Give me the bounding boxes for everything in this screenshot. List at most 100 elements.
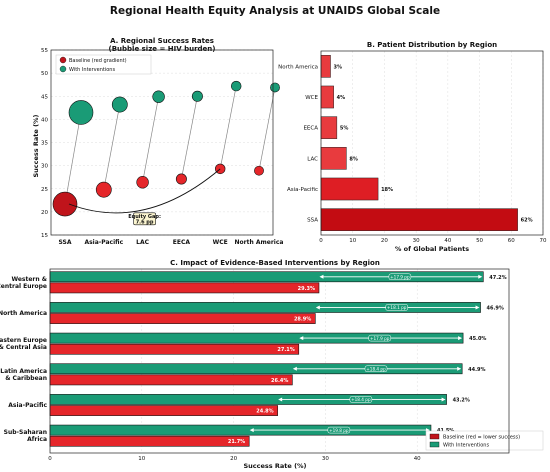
- panel-a-points: [52, 80, 280, 217]
- b-bar-asia-pacific: [320, 177, 379, 201]
- a-baseline-point-eeca: [175, 173, 187, 185]
- c-baseline-label-western-central-europe: 29.3%: [298, 286, 315, 292]
- legend-c-baseline-label: Baseline (red = lower success): [443, 435, 520, 441]
- equity-gap-box: [133, 212, 156, 226]
- panel-a-legend-box: [55, 54, 152, 75]
- c-baseline-bar-latin-america-caribbean: [49, 374, 293, 386]
- panel-b-xlabel: % of Global Patients: [395, 245, 469, 253]
- a-intervention-point-ssa: [68, 100, 94, 125]
- figure-title: Regional Health Equity Analysis at UNAID…: [110, 5, 440, 17]
- c-gain-arrowhead-left-sub-saharan-africa: [249, 428, 254, 433]
- c-gain-badge-western-central-europe: [388, 273, 412, 281]
- panel-a-legend: Baseline (red gradient) With Interventio…: [55, 54, 152, 75]
- panel-b-title: B. Patient Distribution by Region: [367, 41, 497, 49]
- panel-c-ticks: 0 10 20 30 40 Western & Central Europe North Am…: [0, 276, 421, 462]
- a-intervention-point-lac: [152, 90, 165, 103]
- panel-b-patient-distribution: B. Patient Distribution by Region % of G…: [278, 41, 547, 253]
- c-baseline-label-asia-pacific: 24.8%: [256, 409, 273, 415]
- c-gain-badge-asia-pacific: [349, 396, 373, 403]
- c-intervention-label-western-central-europe: 47.2%: [489, 275, 506, 281]
- b-ytick-lac: LAC: [307, 156, 318, 162]
- c-gain-badge-latin-america-caribbean: [364, 365, 388, 373]
- panel-a-title: A. Regional Success Rates: [110, 37, 214, 45]
- a-connector-lac: [142, 96, 159, 183]
- a-ytick-40: 40: [41, 117, 48, 123]
- c-gain-badge-sub-saharan-africa: [327, 426, 351, 434]
- a-ytick-45: 45: [41, 94, 48, 100]
- c-baseline-label-north-america: 28.9%: [294, 317, 311, 323]
- a-connector-north-america: [258, 87, 276, 171]
- b-value-label-lac: 8%: [349, 156, 358, 162]
- c-gain-arrowhead-left-western-central-europe: [319, 274, 324, 279]
- panel-a-ylabel: Success Rate (%): [32, 114, 40, 177]
- c-gain-arrowhead-right-latin-america-caribbean: [457, 366, 462, 371]
- legend-baseline-marker: [59, 56, 67, 64]
- c-gain-label-latin-america-caribbean: +18.4 pp: [366, 367, 386, 372]
- c-baseline-bar-sub-saharan-africa: [49, 435, 250, 447]
- b-xtick-0: 0: [319, 238, 323, 244]
- c-gain-label-asia-pacific: +18.4 pp: [351, 397, 371, 402]
- b-ytick-eeca: EECA: [303, 126, 318, 132]
- a-intervention-point-asia-pacific: [111, 96, 128, 113]
- b-value-label-wce: 4%: [337, 95, 346, 101]
- c-baseline-bar-western-central-europe: [49, 282, 320, 294]
- legend-c-intervention-swatch: [429, 441, 440, 448]
- c-ytick-north-america: North America: [0, 310, 47, 317]
- legend-c-baseline-swatch: [429, 433, 440, 440]
- b-ytick-asia-pacific: Asia-Pacific: [287, 187, 318, 193]
- a-xtick-asia-pacific: Asia-Pacific: [84, 239, 123, 246]
- c-ytick-latin-america-caribbean: Latin America & Caribbean: [0, 368, 47, 382]
- panel-a-connectors: [64, 86, 276, 205]
- panel-b-frame: [320, 50, 544, 236]
- panel-a-regional-success-rates: A. Regional Success Rates (Bubble size =…: [32, 37, 283, 246]
- panel-c-frame: [49, 268, 510, 454]
- c-baseline-bar-north-america: [49, 313, 316, 324]
- c-ytick-asia-pacific: Asia-Pacific: [8, 402, 47, 409]
- b-bar-north-america: [320, 55, 331, 78]
- a-baseline-point-lac: [136, 176, 149, 189]
- legend-intervention-label: With Interventions: [69, 67, 115, 73]
- c-xtick-40: 40: [414, 456, 421, 462]
- legend-baseline-label: Baseline (red gradient): [69, 58, 127, 64]
- equity-gap-label: Equity Gap:: [128, 214, 161, 220]
- a-ytick-25: 25: [41, 187, 48, 193]
- a-connector-eeca: [181, 96, 198, 180]
- a-ytick-50: 50: [41, 71, 48, 77]
- c-baseline-bar-asia-pacific: [49, 405, 278, 416]
- c-ytick-western-central-europe: Western & Central Europe: [0, 276, 47, 290]
- b-value-label-ssa: 62%: [521, 218, 533, 224]
- c-gain-arrowhead-right-north-america: [475, 305, 480, 310]
- c-xtick-20: 20: [230, 456, 237, 462]
- c-xtick-30: 30: [322, 456, 329, 462]
- panel-a-ticks: 15 20 25 30 35 40 45 50 55 SSA Asia-Pacific LAC EECA…: [41, 48, 283, 246]
- a-intervention-point-wce: [230, 80, 242, 92]
- b-value-label-eeca: 5%: [340, 126, 349, 132]
- b-bar-lac: [320, 147, 347, 170]
- c-ytick-sub-saharan-africa: Sub-Saharan Africa: [4, 429, 47, 443]
- c-gain-arrowhead-right-asia-pacific: [441, 397, 446, 402]
- a-xtick-lac: LAC: [136, 239, 149, 246]
- c-xtick-10: 10: [138, 456, 145, 462]
- c-xtick-0: 0: [48, 456, 52, 462]
- a-ytick-35: 35: [41, 141, 48, 147]
- a-xtick-wce: WCE: [213, 239, 228, 246]
- b-value-label-north-america: 3%: [334, 64, 343, 70]
- a-baseline-point-north-america: [254, 165, 264, 176]
- c-baseline-label-sub-saharan-africa: 21.7%: [228, 439, 245, 445]
- panel-a-grid: [51, 49, 273, 236]
- a-ytick-20: 20: [41, 210, 48, 216]
- a-xtick-north-america: North America: [235, 239, 284, 246]
- legend-intervention-marker: [59, 65, 67, 73]
- a-connector-ssa: [64, 112, 82, 205]
- b-xtick-20: 20: [381, 238, 388, 244]
- c-gain-label-western-central-europe: +17.9 pp: [390, 275, 410, 280]
- panel-c-intervention-impact: C. Impact of Evidence-Based Intervention…: [0, 259, 544, 470]
- panel-b-ticks: 0 10 20 30 40 50 60 70 SSA Asia-Pacific LAC EECA WCE…: [278, 64, 547, 244]
- b-xtick-10: 10: [349, 238, 356, 244]
- a-connector-wce: [219, 86, 237, 169]
- equity-gap-arrow: [68, 168, 221, 214]
- panel-c-legend-box: [425, 430, 544, 451]
- panel-c-bars: 47.2% 29.3% +17.9 pp 46.9% 28.9% +18.1 pp 45.0…: [49, 271, 507, 447]
- panel-a-equity-gap-annotation: Equity Gap: 7.6 pp: [68, 168, 221, 226]
